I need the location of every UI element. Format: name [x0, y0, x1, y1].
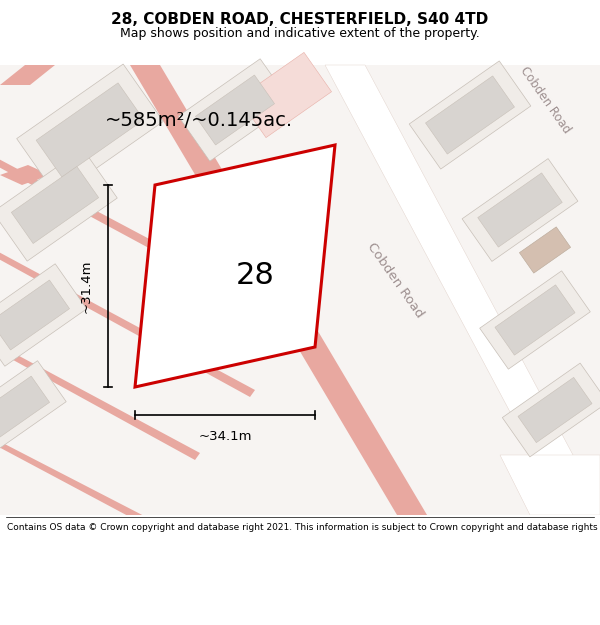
Polygon shape	[0, 376, 50, 438]
Polygon shape	[478, 173, 562, 247]
Polygon shape	[196, 75, 275, 145]
Polygon shape	[130, 65, 430, 520]
Polygon shape	[0, 157, 315, 335]
Polygon shape	[425, 76, 514, 154]
Polygon shape	[135, 145, 335, 387]
Polygon shape	[0, 65, 55, 85]
Text: ~585m²/~0.145ac.: ~585m²/~0.145ac.	[105, 111, 293, 129]
Text: Map shows position and indicative extent of the property.: Map shows position and indicative extent…	[120, 27, 480, 40]
Text: Contains OS data © Crown copyright and database right 2021. This information is : Contains OS data © Crown copyright and d…	[7, 522, 600, 532]
Polygon shape	[0, 343, 200, 460]
Polygon shape	[0, 250, 255, 397]
Polygon shape	[500, 455, 600, 515]
Polygon shape	[238, 52, 332, 138]
Polygon shape	[0, 65, 600, 515]
Polygon shape	[17, 64, 163, 196]
Polygon shape	[502, 363, 600, 457]
Polygon shape	[0, 149, 117, 261]
Text: Cobden Road: Cobden Road	[364, 240, 426, 320]
Text: 28: 28	[236, 261, 274, 289]
Text: ~34.1m: ~34.1m	[198, 431, 252, 444]
Polygon shape	[36, 83, 144, 177]
Polygon shape	[0, 280, 70, 350]
Polygon shape	[495, 285, 575, 355]
Polygon shape	[462, 159, 578, 261]
Text: 28, COBDEN ROAD, CHESTERFIELD, S40 4TD: 28, COBDEN ROAD, CHESTERFIELD, S40 4TD	[112, 12, 488, 28]
Polygon shape	[518, 378, 592, 442]
Polygon shape	[178, 59, 292, 161]
Polygon shape	[0, 165, 50, 185]
Polygon shape	[409, 61, 531, 169]
Polygon shape	[11, 166, 98, 244]
Polygon shape	[156, 192, 300, 334]
Polygon shape	[480, 271, 590, 369]
Polygon shape	[325, 65, 600, 515]
Polygon shape	[0, 361, 66, 453]
Polygon shape	[520, 227, 571, 273]
Text: ~31.4m: ~31.4m	[79, 259, 92, 312]
Polygon shape	[0, 264, 87, 366]
Polygon shape	[0, 439, 150, 525]
Text: Cobden Road: Cobden Road	[517, 64, 573, 136]
